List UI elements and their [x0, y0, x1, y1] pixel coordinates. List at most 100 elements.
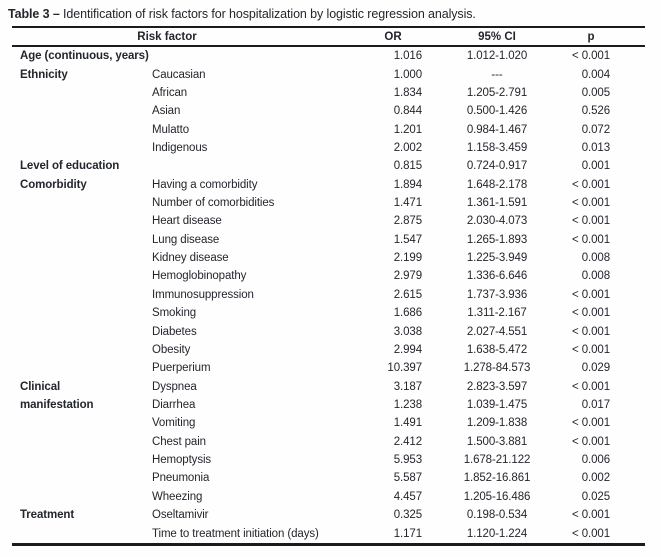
table-caption: Table 3 – Identification of risk factors…: [8, 7, 653, 21]
row-ci-value: 1.500-3.881: [466, 435, 528, 448]
row-risk-factor: Wheezing: [152, 490, 203, 503]
row-p-value: 0.025: [581, 490, 610, 503]
row-or-value: 4.457: [393, 490, 422, 503]
table-row: Lung disease 1.547 1.265-1.893 < 0.001: [12, 231, 645, 249]
row-or-value: 5.953: [393, 454, 422, 467]
row-p-value: < 0.001: [572, 435, 610, 448]
table-caption-text: Identification of risk factors for hospi…: [59, 7, 476, 21]
row-p-value: < 0.001: [572, 343, 610, 356]
row-category: Level of education: [20, 160, 120, 173]
row-ci-value: 1.209-1.838: [466, 417, 528, 430]
row-ci-value: 1.852-16.861: [463, 472, 531, 485]
row-ci-value: 0.984-1.467: [466, 123, 528, 136]
row-p-value: 0.008: [581, 270, 610, 283]
row-risk-factor: Chest pain: [152, 435, 206, 448]
row-category: Age (continuous, years): [20, 50, 149, 63]
table-row: Diabetes 3.038 2.027-4.551 < 0.001: [12, 322, 645, 340]
row-ci-value: 1.225-3.949: [466, 252, 528, 265]
row-risk-factor: Immunosuppression: [152, 288, 254, 301]
table-rows: Age (continuous, years) 1.016 1.012-1.02…: [12, 47, 645, 543]
row-category: Clinical: [20, 380, 61, 393]
row-risk-factor: Heart disease: [152, 215, 222, 228]
row-risk-factor: Number of comorbidities: [152, 197, 275, 210]
row-risk-factor: Indigenous: [152, 141, 208, 154]
table-row: Treatment Oseltamivir 0.325 0.198-0.534 …: [12, 506, 645, 524]
row-or-value: 2.979: [393, 270, 422, 283]
table-row: Obesity 2.994 1.638-5.472 < 0.001: [12, 341, 645, 359]
row-ci-value: 1.158-3.459: [466, 141, 528, 154]
row-risk-factor: Smoking: [152, 307, 197, 320]
row-or-value: 2.199: [393, 252, 422, 265]
row-risk-factor: Kidney disease: [152, 252, 229, 265]
row-or-value: 3.038: [393, 325, 422, 338]
header-risk-factor: Risk factor: [137, 30, 197, 43]
table-row: Number of comorbidities 1.471 1.361-1.59…: [12, 194, 645, 212]
table-row: Heart disease 2.875 2.030-4.073 < 0.001: [12, 212, 645, 230]
bottom-rule: [12, 542, 645, 546]
header-p: p: [587, 30, 595, 43]
row-risk-factor: Pneumonia: [152, 472, 210, 485]
row-risk-factor: Oseltamivir: [152, 509, 209, 522]
row-risk-factor: Hemoglobinopathy: [152, 270, 247, 283]
table-row: Vomiting 1.491 1.209-1.838 < 0.001: [12, 414, 645, 432]
row-ci-value: 1.039-1.475: [466, 399, 528, 411]
table-row: manifestation Diarrhea 1.238 1.039-1.475…: [12, 396, 645, 414]
table-row: Ethnicity Caucasian 1.000 --- 0.004: [12, 65, 645, 83]
row-or-value: 1.201: [393, 123, 422, 136]
row-or-value: 2.615: [393, 288, 422, 301]
row-ci-value: 1.336-6.646: [466, 270, 528, 283]
row-or-value: 1.471: [393, 197, 422, 210]
table-row: Hemoptysis 5.953 1.678-21.122 0.006: [12, 451, 645, 469]
row-risk-factor: African: [152, 86, 188, 99]
header-or: OR: [384, 30, 402, 43]
row-risk-factor: Diarrhea: [152, 399, 196, 411]
row-risk-factor: Puerperium: [152, 362, 211, 375]
row-risk-factor: Having a comorbidity: [152, 178, 258, 191]
row-p-value: 0.008: [581, 252, 610, 265]
row-p-value: 0.001: [581, 160, 610, 173]
top-rule: [12, 26, 645, 28]
row-ci-value: 0.500-1.426: [466, 105, 528, 118]
header-95ci: 95% CI: [478, 30, 516, 43]
row-ci-value: 1.648-2.178: [466, 178, 528, 191]
row-ci-value: 1.361-1.591: [466, 197, 528, 210]
table-row: Asian 0.844 0.500-1.426 0.526: [12, 102, 645, 120]
row-p-value: < 0.001: [572, 417, 610, 430]
table-caption-label: Table 3 –: [8, 7, 60, 21]
row-ci-value: 1.638-5.472: [466, 343, 528, 356]
row-risk-factor: Diabetes: [152, 325, 197, 338]
row-p-value: 0.006: [581, 454, 610, 467]
row-p-value: < 0.001: [572, 307, 610, 320]
row-risk-factor: Vomiting: [152, 417, 196, 430]
row-or-value: 1.894: [393, 178, 422, 191]
row-or-value: 1.016: [393, 50, 422, 63]
row-or-value: 10.397: [387, 362, 422, 375]
row-risk-factor: Lung disease: [152, 233, 220, 246]
table-row: Mulatto 1.201 0.984-1.467 0.072: [12, 120, 645, 138]
regression-table: Risk factor OR 95% CI p Age (continuous,…: [12, 26, 645, 546]
row-ci-value: ---: [491, 68, 503, 81]
row-p-value: 0.072: [581, 123, 610, 136]
row-p-value: 0.029: [581, 362, 610, 375]
table-row: Age (continuous, years) 1.016 1.012-1.02…: [12, 47, 645, 65]
table-row: African 1.834 1.205-2.791 0.005: [12, 84, 645, 102]
row-or-value: 1.834: [393, 86, 422, 99]
row-or-value: 1.491: [393, 417, 422, 430]
row-risk-factor: Hemoptysis: [152, 454, 212, 467]
row-ci-value: 1.205-16.486: [463, 490, 531, 503]
row-ci-value: 2.823-3.597: [466, 380, 528, 393]
row-or-value: 1.171: [393, 527, 422, 540]
row-p-value: < 0.001: [572, 509, 610, 522]
row-or-value: 1.547: [393, 233, 422, 246]
row-risk-factor: Mulatto: [152, 123, 190, 136]
row-or-value: 0.815: [393, 160, 422, 173]
table-row: Smoking 1.686 1.311-2.167 < 0.001: [12, 304, 645, 322]
row-or-value: 0.325: [393, 509, 422, 522]
table-row: Pneumonia 5.587 1.852-16.861 0.002: [12, 469, 645, 487]
header-rule: [12, 45, 645, 47]
row-p-value: 0.002: [581, 472, 610, 485]
row-p-value: < 0.001: [572, 50, 610, 63]
row-or-value: 2.875: [393, 215, 422, 228]
row-risk-factor: Obesity: [152, 343, 191, 356]
